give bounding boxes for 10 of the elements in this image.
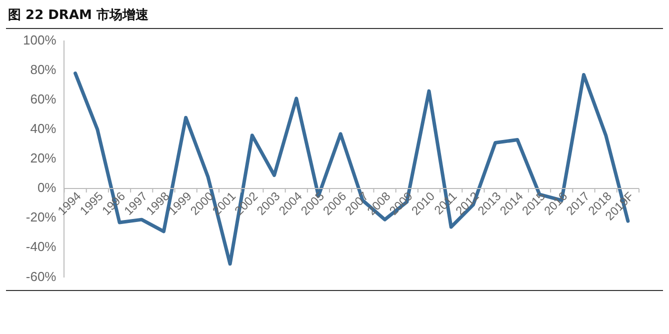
y-tick-label: 40% bbox=[30, 121, 57, 136]
y-tick-label: 80% bbox=[30, 62, 57, 77]
y-tick-label: -60% bbox=[26, 268, 57, 284]
y-tick-label: 20% bbox=[30, 150, 57, 166]
y-tick-label: 60% bbox=[30, 91, 57, 106]
y-tick-label: -20% bbox=[26, 210, 57, 225]
y-tick-label: -40% bbox=[26, 239, 57, 254]
y-tick-label: 0% bbox=[37, 180, 57, 196]
chart-title: 图 22 DRAM 市场增速 bbox=[8, 6, 148, 24]
y-tick-label: 100% bbox=[23, 32, 57, 48]
